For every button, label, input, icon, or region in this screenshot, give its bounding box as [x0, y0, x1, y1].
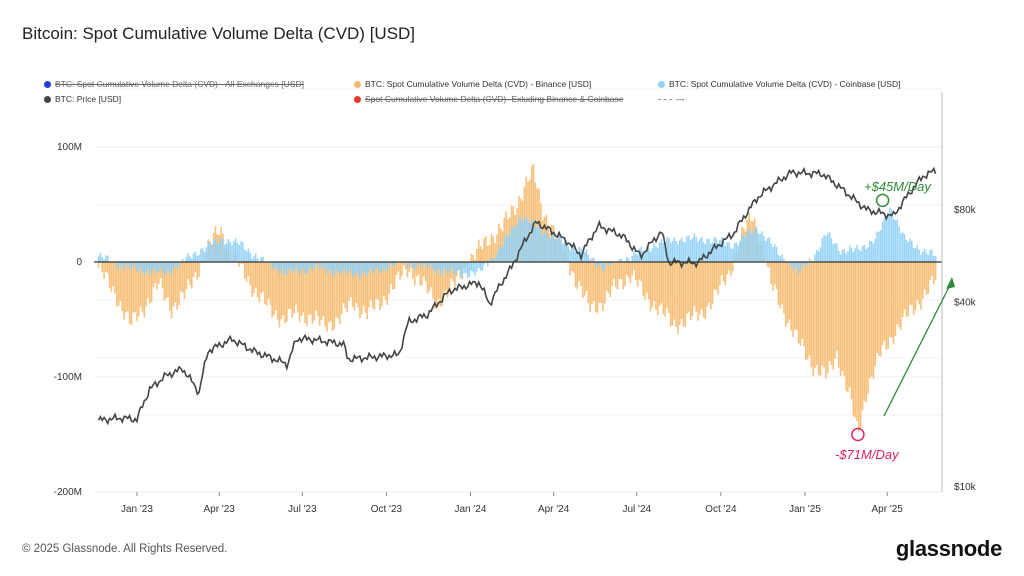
positive-marker-circle — [875, 193, 890, 208]
legend-dash-swatch — [658, 98, 672, 100]
grid — [94, 88, 942, 493]
x-tick-label: Jul '24 — [622, 504, 651, 515]
y-left-tick-label: -200M — [54, 487, 82, 498]
recovery-arrowhead — [946, 277, 955, 289]
legend-swatch — [658, 80, 665, 88]
x-tick-label: Oct '23 — [371, 504, 403, 515]
brand-logo: glassnode — [895, 536, 1002, 561]
legend-item-coinbase[interactable]: BTC: Spot Cumulative Volume Delta (CVD) … — [658, 79, 900, 89]
x-tick-label: Apr '25 — [871, 504, 903, 515]
x-tick-label: Oct '24 — [705, 504, 737, 515]
legend-swatch — [44, 95, 51, 103]
legend-swatch — [354, 95, 361, 103]
legend-label: BTC: Spot Cumulative Volume Delta (CVD) … — [55, 79, 304, 89]
x-tick-label: Jan '24 — [455, 504, 487, 515]
y-right-tick-label: $10k — [954, 482, 977, 493]
negative-marker-circle — [851, 427, 865, 442]
legend-swatch — [44, 80, 51, 88]
positive-cvd-annotation: +$45M/Day — [864, 179, 932, 194]
legend-label: BTC: Spot Cumulative Volume Delta (CVD) … — [669, 79, 901, 89]
page-title: Bitcoin: Spot Cumulative Volume Delta (C… — [22, 24, 416, 43]
y-left-tick-label: 0 — [76, 257, 82, 268]
y-left-tick-label: 100M — [57, 142, 82, 153]
legend-item-all-exchanges[interactable]: BTC: Spot Cumulative Volume Delta (CVD) … — [44, 79, 304, 89]
legend-swatch — [354, 80, 361, 88]
legend-item-binance[interactable]: BTC: Spot Cumulative Volume Delta (CVD) … — [354, 79, 591, 89]
annotation-layer: +$45M/Day -$71M/Day — [835, 179, 955, 462]
x-tick-label: Apr '23 — [204, 504, 236, 515]
x-tick-label: Jan '25 — [789, 504, 821, 515]
copyright: © 2025 Glassnode. All Rights Reserved. — [22, 543, 228, 555]
legend-item-price[interactable]: BTC: Price [USD] — [44, 94, 121, 104]
coinbase-cvd-series — [97, 207, 937, 279]
y-right-tick-label: $80k — [954, 205, 977, 216]
negative-cvd-annotation: -$71M/Day — [835, 447, 900, 462]
axes-layer: 100M 0 -100M -200M $80k $40k $10k Jan '23 Apr '2… — [54, 92, 977, 515]
series-layer — [97, 164, 937, 432]
x-tick-label: Jan '23 — [121, 504, 153, 515]
x-tick-label: Apr '24 — [538, 504, 570, 515]
x-tick-label: Jul '23 — [288, 504, 317, 515]
y-right-tick-label: $40k — [954, 297, 977, 308]
legend-label: Spot Cumulative Volume Delta (CVD)- Exlu… — [365, 94, 624, 104]
binance-cvd-series — [97, 164, 937, 432]
legend-item-dashed[interactable]: --- — [658, 94, 685, 104]
legend-item-excluding[interactable]: Spot Cumulative Volume Delta (CVD)- Exlu… — [354, 94, 623, 104]
recovery-arrow — [883, 280, 953, 417]
legend-label: --- — [676, 94, 685, 104]
legend-label: BTC: Price [USD] — [55, 94, 122, 104]
y-left-tick-label: -100M — [54, 372, 82, 383]
legend-label: BTC: Spot Cumulative Volume Delta (CVD) … — [365, 79, 592, 89]
price-line — [97, 166, 937, 426]
